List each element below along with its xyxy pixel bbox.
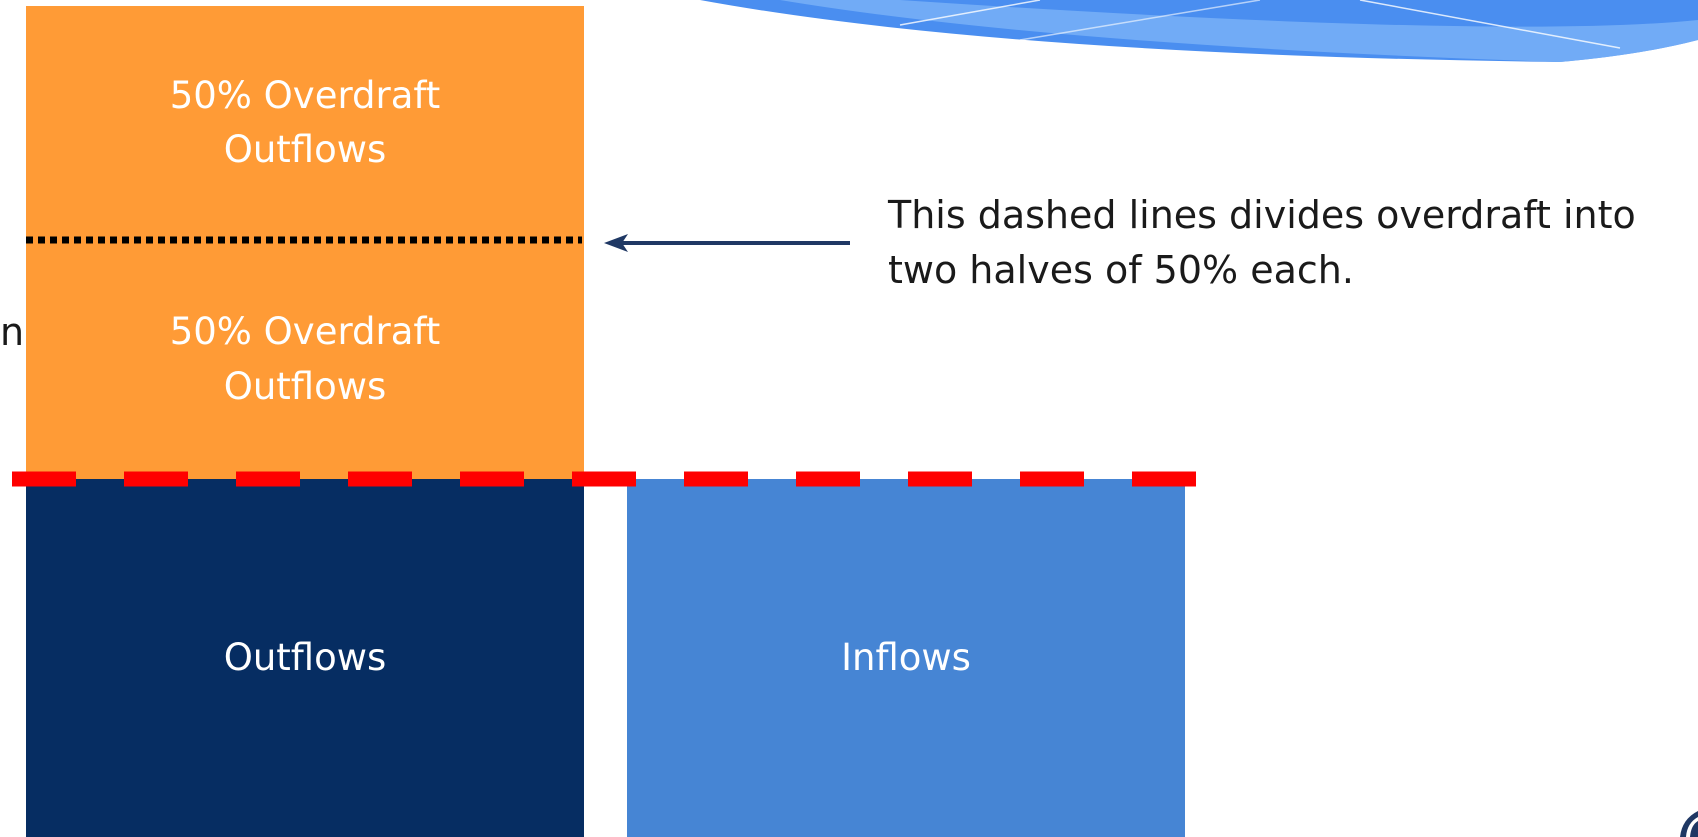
inflows-label: Inflows <box>841 635 971 679</box>
overdraft-top-label-line1: 50% Overdraft <box>169 73 441 117</box>
header-wave-decoration <box>700 0 1698 62</box>
overdraft-outflows-bottom-box: 50% Overdraft Outflows <box>26 240 584 479</box>
overdraft-outflows-top-box: 50% Overdraft Outflows <box>26 6 584 240</box>
overdraft-bottom-label-line2: Outflows <box>223 364 387 408</box>
callout-line1: This dashed lines divides overdraft into <box>888 193 1636 237</box>
arrow-left-icon <box>604 234 850 252</box>
outflows-box: Outflows <box>26 479 584 837</box>
overdraft-top-label-line2: Outflows <box>223 128 387 171</box>
callout-line2: two halves of 50% each. <box>888 248 1354 293</box>
inflows-box: Inflows <box>627 479 1185 837</box>
corner-logo-icon <box>1680 811 1698 837</box>
outflows-label: Outflows <box>223 635 387 679</box>
cut-off-left-text: n <box>0 310 25 354</box>
overdraft-bottom-label-line1: 50% Overdraft <box>169 310 441 354</box>
divider-explanation-text: This dashed lines divides overdraft into… <box>888 188 1688 298</box>
